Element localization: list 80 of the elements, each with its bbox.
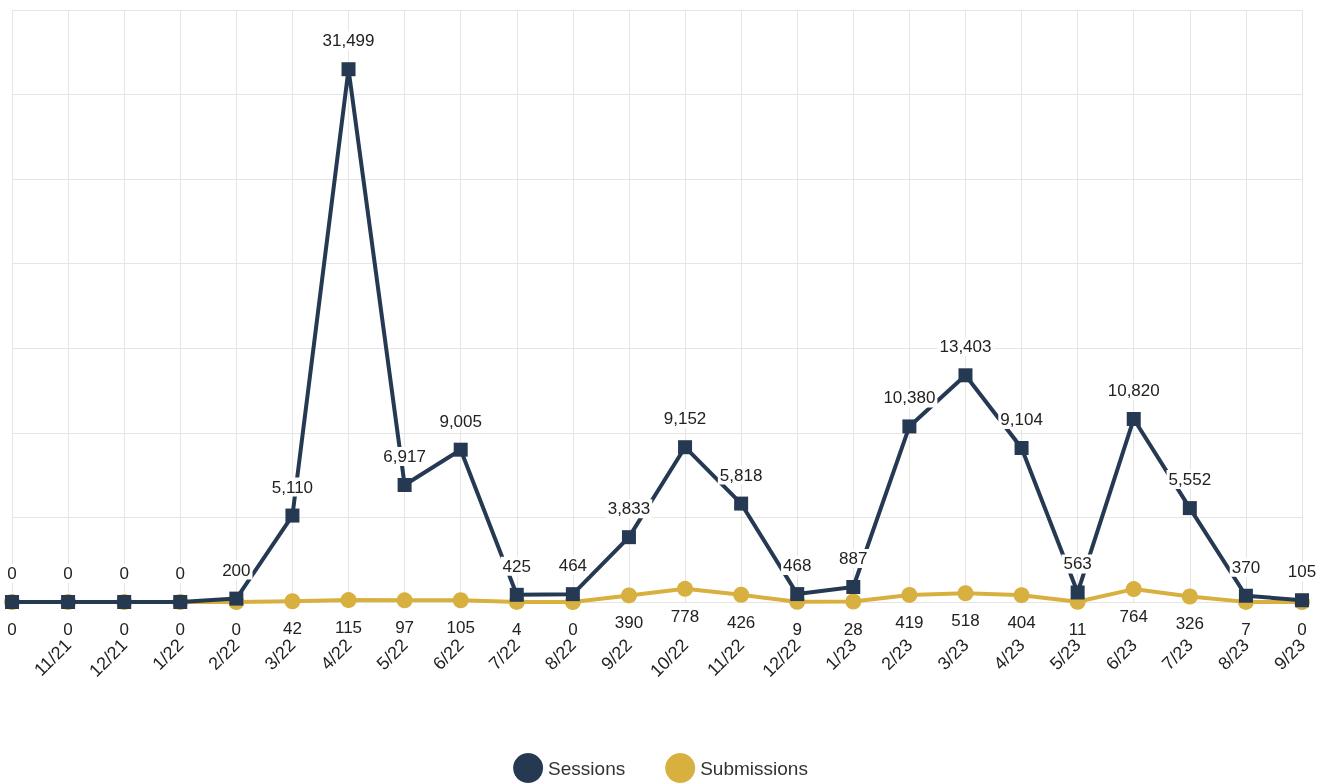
data-label: 764 bbox=[1119, 607, 1148, 627]
data-label: 0 bbox=[175, 564, 185, 583]
data-label: 5,110 bbox=[271, 477, 314, 497]
point bbox=[790, 587, 805, 602]
data-label: 464 bbox=[558, 556, 588, 576]
point bbox=[285, 508, 300, 523]
data-label: 0 bbox=[119, 564, 129, 583]
point bbox=[509, 587, 524, 602]
legend-label: Submissions bbox=[700, 757, 808, 779]
data-label: 9,104 bbox=[1000, 410, 1043, 430]
point bbox=[677, 580, 694, 597]
x-tick-label: 7/23 bbox=[1158, 634, 1197, 674]
point bbox=[1126, 411, 1141, 426]
data-label: 28 bbox=[843, 619, 863, 639]
point bbox=[1182, 501, 1197, 516]
data-label: 390 bbox=[614, 613, 644, 633]
data-label: 0 bbox=[175, 620, 185, 639]
x-tick-label: 4/23 bbox=[989, 634, 1029, 674]
point bbox=[845, 593, 862, 610]
data-label: 9 bbox=[792, 619, 802, 639]
point bbox=[229, 591, 244, 606]
point bbox=[1070, 585, 1085, 600]
x-tick-label: 6/23 bbox=[1101, 634, 1141, 674]
data-label: 778 bbox=[670, 606, 700, 626]
data-label: 5,818 bbox=[719, 465, 763, 485]
point bbox=[397, 478, 412, 492]
point bbox=[901, 586, 918, 603]
data-label: 9,005 bbox=[439, 411, 482, 431]
point bbox=[453, 442, 468, 457]
point bbox=[1238, 588, 1253, 603]
data-label: 563 bbox=[1063, 554, 1092, 574]
point bbox=[1013, 587, 1030, 604]
data-label: 0 bbox=[231, 620, 242, 639]
point bbox=[678, 440, 693, 455]
data-label: 370 bbox=[1231, 557, 1261, 577]
data-label: 425 bbox=[502, 556, 531, 576]
data-label: 326 bbox=[1175, 614, 1205, 634]
data-label: 426 bbox=[726, 612, 756, 632]
data-label: 0 bbox=[63, 564, 73, 583]
point bbox=[734, 496, 749, 511]
point bbox=[340, 592, 357, 609]
point bbox=[565, 587, 580, 602]
point bbox=[957, 585, 974, 602]
data-label: 97 bbox=[395, 618, 415, 638]
data-label: 0 bbox=[119, 620, 129, 639]
point bbox=[958, 368, 973, 383]
data-label: 468 bbox=[783, 556, 812, 576]
point bbox=[284, 593, 301, 610]
data-label: 10,820 bbox=[1107, 380, 1160, 400]
point bbox=[846, 580, 861, 594]
data-label: 3,833 bbox=[607, 499, 651, 519]
data-label: 518 bbox=[951, 611, 980, 631]
data-label: 10,380 bbox=[883, 388, 936, 408]
data-label: 200 bbox=[222, 560, 251, 580]
data-label: 9,152 bbox=[663, 409, 707, 429]
point bbox=[1125, 581, 1142, 598]
point bbox=[733, 586, 750, 603]
data-label: 5,552 bbox=[1168, 470, 1212, 490]
data-label: 404 bbox=[1007, 613, 1036, 633]
data-label: 6,917 bbox=[383, 447, 426, 466]
data-label: 13,403 bbox=[939, 337, 992, 357]
data-label: 42 bbox=[282, 619, 302, 639]
data-label: 419 bbox=[895, 612, 924, 632]
point bbox=[341, 62, 356, 77]
legend-label: Sessions bbox=[548, 757, 626, 779]
x-tick-label: 9/22 bbox=[597, 634, 637, 674]
data-label: 105 bbox=[1287, 562, 1317, 582]
point bbox=[620, 587, 637, 604]
data-label: 0 bbox=[63, 620, 73, 639]
point bbox=[396, 592, 413, 609]
data-label: 11 bbox=[1068, 619, 1087, 639]
data-label: 31,499 bbox=[322, 31, 375, 51]
point bbox=[452, 592, 469, 609]
point bbox=[1014, 441, 1029, 456]
data-label: 0 bbox=[7, 620, 17, 639]
point bbox=[902, 419, 917, 434]
data-label: 887 bbox=[839, 549, 868, 568]
data-label: 0 bbox=[7, 564, 17, 583]
point bbox=[621, 530, 636, 545]
point bbox=[1181, 588, 1198, 605]
